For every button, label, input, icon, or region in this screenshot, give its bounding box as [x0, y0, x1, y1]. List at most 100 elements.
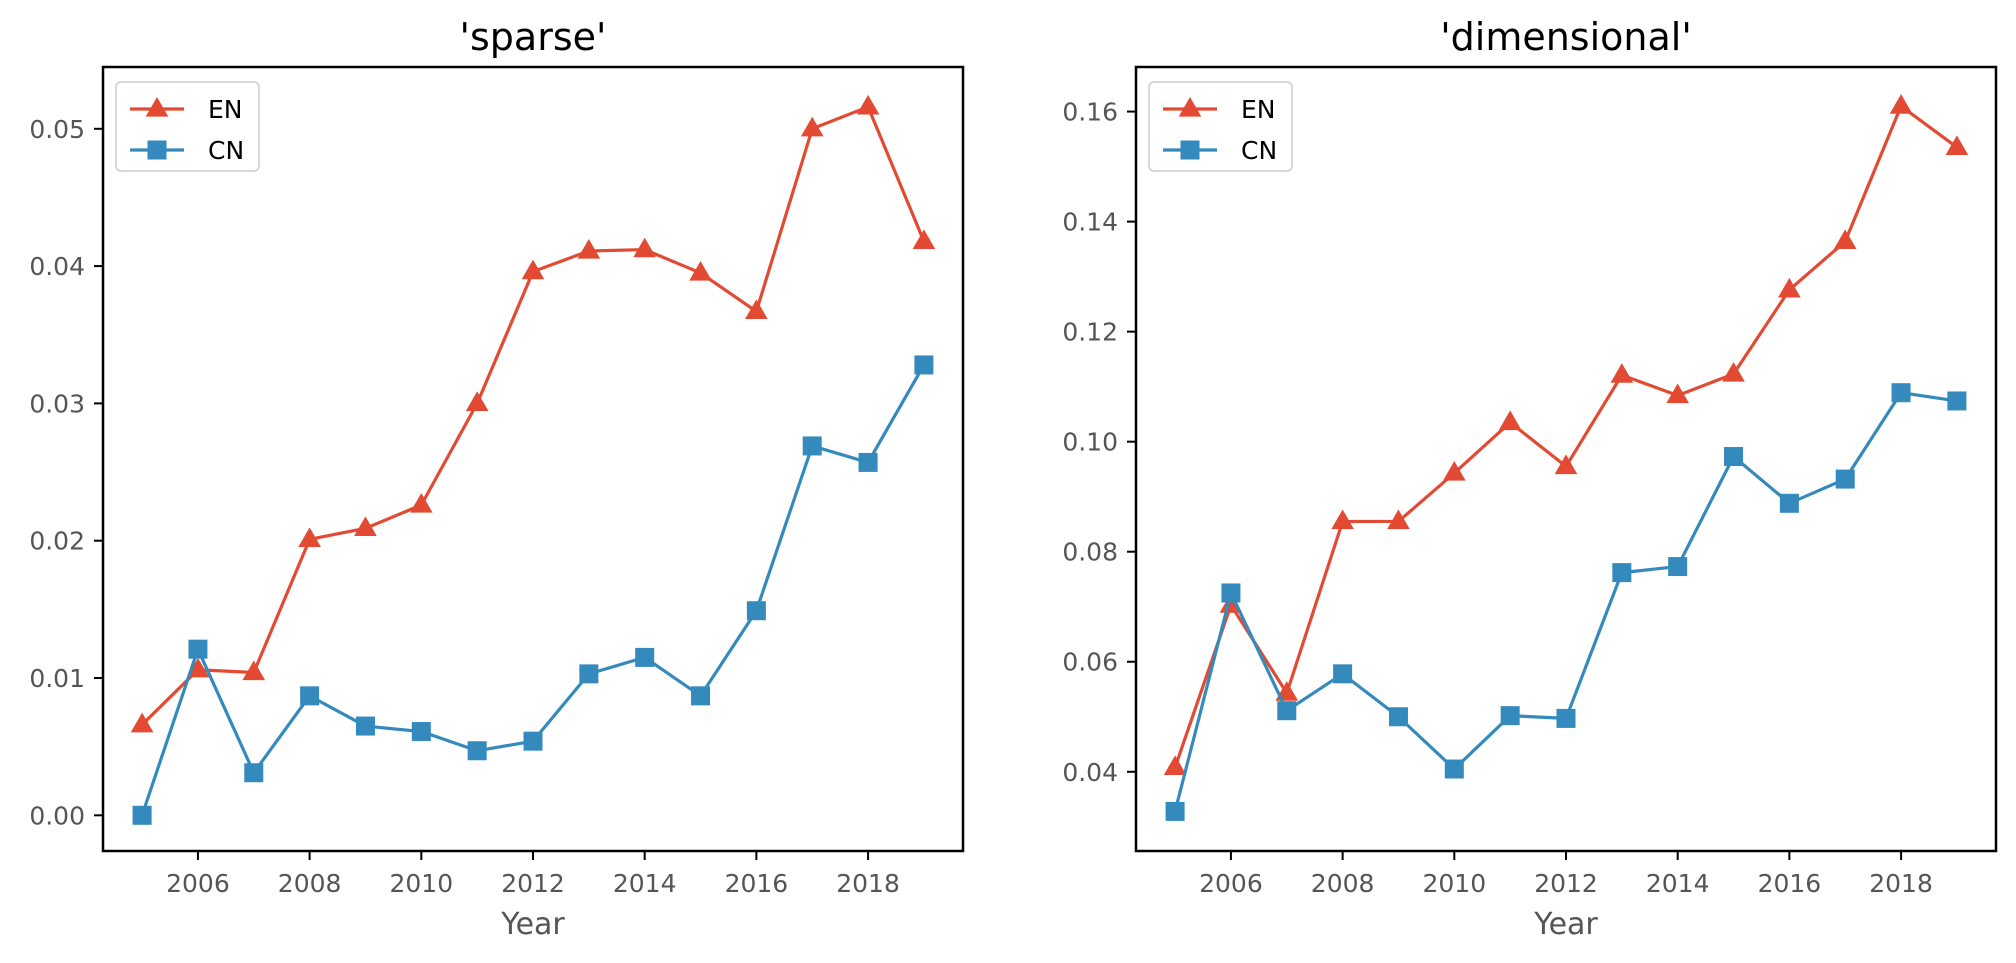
y-tick-label: 0.05 — [29, 115, 85, 144]
legend: EN CN — [115, 81, 260, 172]
data-point-cn — [1724, 447, 1744, 467]
data-point-en — [689, 260, 712, 281]
data-point-cn — [1221, 583, 1241, 603]
data-point-cn — [523, 731, 543, 751]
data-point-en — [912, 229, 936, 250]
data-point-en — [1610, 363, 1634, 383]
y-tick-label: 0.06 — [1062, 648, 1118, 677]
y-tick-label: 0.16 — [1062, 98, 1118, 127]
legend-label-cn: CN — [1241, 136, 1277, 165]
data-point-cn — [1891, 383, 1911, 403]
data-point-en — [1442, 461, 1466, 481]
chart-title: 'dimensional' — [1440, 15, 1692, 59]
y-tick-label: 0.14 — [1062, 208, 1118, 237]
data-point-en — [1275, 681, 1299, 701]
x-tick-label: 2012 — [501, 869, 565, 898]
data-point-cn — [1333, 664, 1353, 684]
data-point-cn — [1500, 706, 1520, 726]
data-point-cn — [635, 647, 655, 667]
data-point-cn — [411, 722, 431, 742]
y-tick-label: 0.00 — [29, 801, 85, 830]
x-tick-label: 2016 — [1758, 869, 1822, 898]
data-point-en — [1331, 509, 1354, 530]
y-tick-label: 0.03 — [29, 389, 85, 418]
legend-marker-en — [1178, 96, 1202, 117]
data-point-en — [1778, 277, 1801, 298]
legend-label-en: EN — [1241, 95, 1276, 124]
data-point-en — [633, 237, 657, 258]
data-point-en — [521, 259, 545, 280]
y-tick-label: 0.12 — [1062, 318, 1118, 347]
data-point-cn — [1556, 708, 1576, 728]
x-tick-label: 2006 — [1199, 869, 1263, 898]
data-point-en — [1163, 755, 1187, 776]
data-point-cn — [132, 805, 152, 825]
x-axis-label: Year — [1533, 907, 1598, 942]
data-point-cn — [1388, 707, 1408, 727]
data-point-en — [1833, 229, 1857, 250]
data-point-en — [298, 527, 321, 547]
data-point-en — [577, 238, 601, 259]
series-line-en — [140, 105, 926, 726]
data-point-en — [409, 492, 433, 513]
x-tick-label: 2018 — [836, 869, 900, 898]
data-point-cn — [1835, 469, 1855, 489]
chart-panel-1: 2006 2008 2010 2012 2014 2016 2018 0.00 0.01 0.02… — [29, 15, 965, 942]
data-point-cn — [244, 763, 264, 783]
x-tick-label: 2006 — [166, 869, 230, 898]
x-tick-label: 2014 — [1646, 869, 1710, 898]
y-tick-label: 0.04 — [29, 252, 85, 281]
data-point-cn — [1612, 563, 1632, 583]
x-tick-label: 2018 — [1869, 869, 1933, 898]
data-point-cn — [802, 436, 822, 456]
x-tick-label: 2014 — [613, 869, 677, 898]
data-point-cn — [188, 639, 208, 659]
y-tick-label: 0.04 — [1062, 758, 1118, 787]
data-point-cn — [579, 664, 599, 684]
data-point-en — [354, 516, 377, 536]
series-line-en — [1173, 104, 1958, 768]
data-point-en — [1554, 454, 1578, 475]
chart-title: 'sparse' — [460, 15, 607, 59]
data-point-en — [130, 712, 154, 733]
data-point-en — [242, 660, 266, 681]
legend-marker-cn — [147, 140, 167, 160]
data-point-en — [1666, 383, 1690, 404]
legend: EN CN — [1148, 81, 1293, 172]
data-point-cn — [1277, 701, 1297, 721]
data-point-cn — [858, 452, 878, 472]
y-tick-label: 0.08 — [1062, 538, 1118, 567]
data-point-en — [1889, 94, 1913, 114]
data-point-cn — [300, 686, 320, 706]
x-tick-label: 2010 — [389, 869, 453, 898]
x-tick-label: 2010 — [1422, 869, 1486, 898]
legend-label-cn: CN — [208, 136, 244, 165]
x-axis-label: Year — [500, 907, 565, 942]
data-point-en — [1722, 361, 1745, 382]
legend-marker-en — [145, 96, 169, 117]
legend-label-en: EN — [208, 95, 243, 124]
data-point-cn — [1668, 557, 1688, 577]
data-point-cn — [355, 716, 375, 736]
x-tick-label: 2016 — [725, 869, 789, 898]
data-point-en — [1498, 410, 1522, 431]
y-tick-label: 0.01 — [29, 664, 85, 693]
x-tick-label: 2012 — [1534, 869, 1598, 898]
legend-marker-cn — [1180, 140, 1200, 160]
data-point-en — [856, 94, 880, 115]
data-point-cn — [1779, 493, 1799, 513]
y-tick-label: 0.10 — [1062, 428, 1118, 457]
data-point-en — [745, 299, 768, 320]
data-point-cn — [746, 601, 766, 621]
data-point-en — [1387, 509, 1410, 530]
data-point-en — [1945, 135, 1969, 155]
chart-panel-2: 2006 2008 2010 2012 2014 2016 2018 0.04 0.06 0.08… — [1062, 15, 1998, 942]
data-point-cn — [691, 686, 711, 706]
data-point-cn — [1947, 391, 1967, 411]
x-tick-label: 2008 — [1311, 869, 1375, 898]
data-point-en — [465, 391, 489, 412]
x-tick-label: 2008 — [278, 869, 342, 898]
data-point-cn — [914, 355, 934, 375]
y-tick-label: 0.02 — [29, 527, 85, 556]
